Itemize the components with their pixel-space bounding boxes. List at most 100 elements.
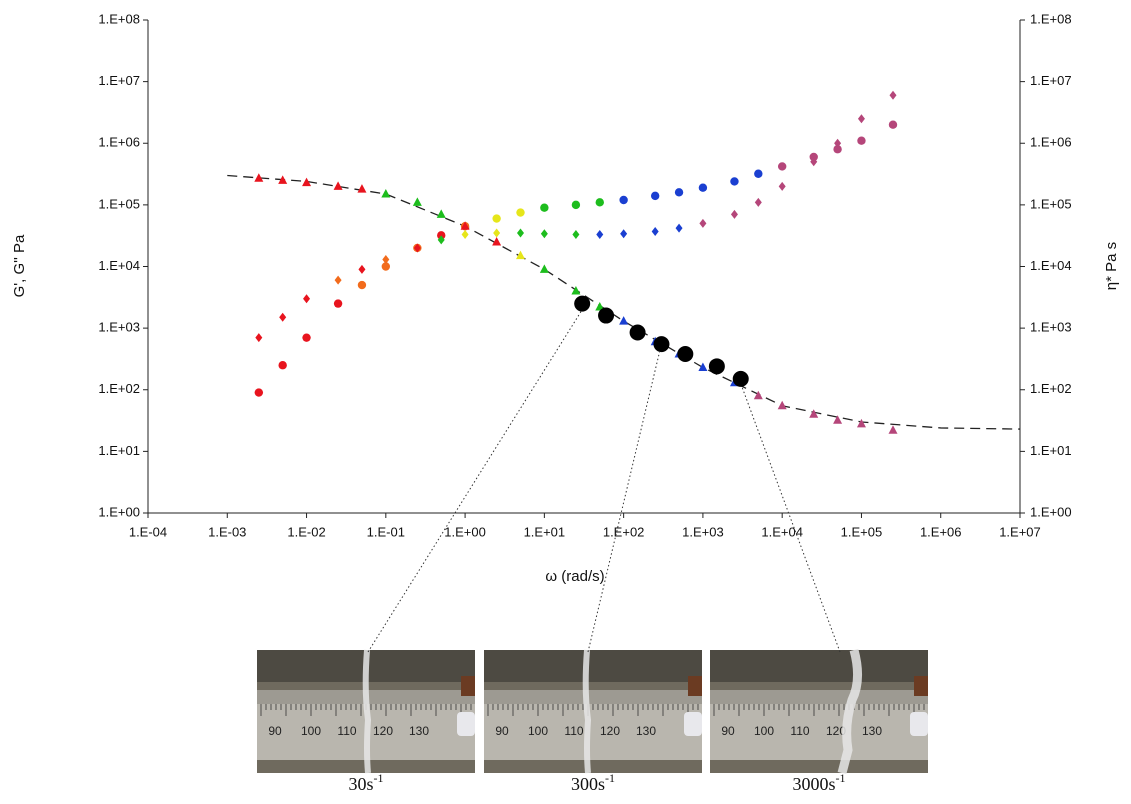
- data-point: [357, 280, 367, 290]
- x-tick-label: 1.E+03: [682, 524, 724, 539]
- data-point: [461, 230, 469, 240]
- data-point: [754, 197, 762, 207]
- ruler-label: 100: [754, 724, 774, 738]
- data-point: [574, 295, 591, 312]
- data-point: [540, 229, 548, 239]
- ruler-label: 120: [373, 724, 393, 738]
- x-tick-label: 1.E+02: [603, 524, 645, 539]
- data-point: [493, 228, 501, 238]
- data-point: [517, 228, 525, 238]
- data-point: [833, 145, 842, 154]
- ruler-label: 110: [337, 724, 356, 738]
- clip-top: [914, 676, 928, 696]
- data-point: [302, 177, 312, 187]
- y-tick-label: 1.E+08: [98, 11, 140, 26]
- x-tick-label: 1.E+04: [761, 524, 803, 539]
- ruler-label: 90: [721, 724, 735, 738]
- data-point: [650, 191, 660, 201]
- x-tick-label: 1.E-03: [208, 524, 246, 539]
- caption-rate: 300s: [571, 774, 605, 794]
- data-point: [358, 264, 366, 274]
- liquid-strand: [582, 649, 592, 774]
- x-tick-label: 1.E-02: [287, 524, 325, 539]
- data-point: [278, 175, 288, 184]
- ruler-label: 120: [826, 724, 846, 738]
- y-tick-label: 1.E+05: [98, 196, 140, 211]
- arrow: [367, 309, 583, 653]
- data-point: [653, 336, 670, 353]
- y-tick-label: 1.E+00: [98, 504, 140, 519]
- clip: [684, 712, 702, 736]
- ruler-label: 90: [268, 724, 282, 738]
- data-point: [540, 203, 549, 212]
- caption-exponent: -1: [836, 771, 846, 785]
- data-point: [629, 324, 646, 341]
- data-point: [516, 208, 525, 217]
- y-axis-label: G', G'' Pa: [11, 234, 28, 297]
- data-point: [572, 230, 580, 240]
- data-point: [809, 409, 819, 418]
- y-tick-label: 1.E+07: [98, 73, 140, 88]
- x-tick-label: 1.E-01: [367, 524, 405, 539]
- photo: 90 100 110 120 130: [710, 648, 928, 775]
- data-point: [595, 198, 604, 207]
- data-point: [730, 177, 739, 186]
- data-point: [357, 184, 367, 193]
- data-point: [381, 262, 391, 271]
- data-point: [436, 209, 446, 218]
- y2-tick-label: 1.E+01: [1030, 443, 1072, 458]
- data-point: [834, 138, 842, 148]
- arrow: [741, 386, 841, 653]
- data-point: [254, 173, 264, 182]
- x-tick-label: 1.E+06: [920, 524, 962, 539]
- data-point: [539, 264, 549, 273]
- y-tick-label: 1.E+04: [98, 258, 140, 273]
- data-point: [279, 312, 287, 322]
- data-point: [381, 189, 391, 198]
- data-point: [333, 181, 343, 190]
- ruler-label: 120: [600, 724, 620, 738]
- data-point: [732, 370, 749, 387]
- ruler-label: 100: [301, 724, 321, 738]
- data-point: [888, 425, 898, 434]
- y2-tick-label: 1.E+04: [1030, 258, 1072, 273]
- clip: [910, 712, 928, 736]
- liquid-strand: [362, 649, 372, 774]
- data-point: [778, 181, 786, 191]
- data-point: [596, 230, 604, 240]
- ruler-label: 110: [790, 724, 809, 738]
- data-point: [255, 333, 263, 343]
- data-point: [302, 333, 311, 342]
- ruler-edge: [710, 690, 928, 704]
- caption-exponent: -1: [374, 771, 384, 785]
- liquid-strand: [837, 648, 862, 775]
- photo-top: [710, 650, 928, 682]
- data-point: [303, 294, 311, 304]
- data-point: [437, 235, 445, 245]
- data-point: [460, 221, 470, 230]
- data-point: [856, 418, 866, 428]
- data-point: [413, 243, 421, 253]
- data-point: [857, 114, 865, 124]
- data-point: [412, 197, 422, 206]
- y2-tick-label: 1.E+05: [1030, 196, 1072, 211]
- ruler-label: 110: [564, 724, 583, 738]
- data-point: [278, 361, 287, 370]
- ruler-label: 130: [636, 724, 656, 738]
- caption: 300s-1: [571, 771, 615, 794]
- ruler-edge: [484, 690, 702, 704]
- data-point: [674, 188, 684, 197]
- clip: [457, 712, 475, 736]
- data-point: [598, 307, 615, 324]
- ruler-label: 130: [862, 724, 882, 738]
- data-point: [333, 299, 343, 308]
- data-point: [833, 415, 843, 424]
- y2-tick-label: 1.E+00: [1030, 504, 1072, 519]
- data-point: [382, 254, 390, 264]
- photo: 90 100 110 120 130: [257, 649, 475, 774]
- data-point: [677, 346, 694, 363]
- caption-rate: 3000s: [792, 774, 835, 794]
- x-axis-label: ω (rad/s): [545, 568, 604, 585]
- data-point: [254, 388, 264, 397]
